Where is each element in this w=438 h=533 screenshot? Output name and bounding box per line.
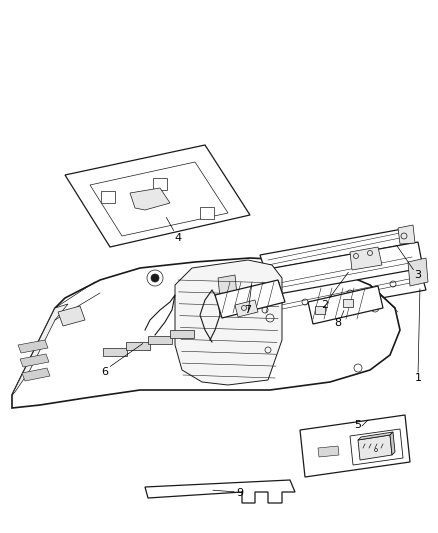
Text: 3: 3: [414, 270, 421, 280]
Polygon shape: [170, 330, 194, 338]
Polygon shape: [101, 191, 115, 203]
Polygon shape: [343, 299, 353, 307]
Text: 8: 8: [335, 318, 342, 328]
Circle shape: [151, 274, 159, 282]
Polygon shape: [103, 348, 127, 356]
Text: 4: 4: [174, 233, 182, 243]
Polygon shape: [350, 247, 382, 270]
Polygon shape: [220, 262, 426, 326]
Polygon shape: [20, 354, 49, 367]
Polygon shape: [235, 300, 258, 317]
Polygon shape: [148, 336, 172, 344]
Polygon shape: [300, 415, 410, 477]
Polygon shape: [358, 432, 393, 440]
Polygon shape: [130, 188, 170, 210]
Text: 9: 9: [237, 488, 244, 498]
Polygon shape: [315, 306, 325, 314]
Text: 2: 2: [321, 300, 328, 310]
Polygon shape: [175, 260, 282, 385]
Polygon shape: [153, 178, 167, 190]
Polygon shape: [200, 207, 214, 219]
Polygon shape: [12, 258, 400, 408]
Polygon shape: [65, 145, 250, 247]
Polygon shape: [22, 368, 50, 381]
Polygon shape: [260, 228, 413, 270]
Text: 5: 5: [354, 420, 361, 430]
Polygon shape: [58, 306, 85, 326]
Polygon shape: [145, 480, 295, 503]
Polygon shape: [126, 342, 150, 350]
Polygon shape: [308, 286, 383, 324]
Text: 1: 1: [414, 373, 421, 383]
Polygon shape: [318, 446, 339, 457]
Polygon shape: [215, 280, 285, 318]
Polygon shape: [408, 258, 428, 286]
Polygon shape: [218, 242, 423, 304]
Polygon shape: [218, 275, 237, 298]
Text: 6: 6: [102, 367, 109, 377]
Polygon shape: [12, 304, 68, 395]
Polygon shape: [390, 432, 395, 455]
Text: 7: 7: [244, 305, 251, 315]
Polygon shape: [358, 435, 392, 460]
Polygon shape: [398, 225, 415, 244]
Polygon shape: [18, 340, 48, 353]
Polygon shape: [90, 162, 228, 236]
Polygon shape: [350, 429, 403, 465]
